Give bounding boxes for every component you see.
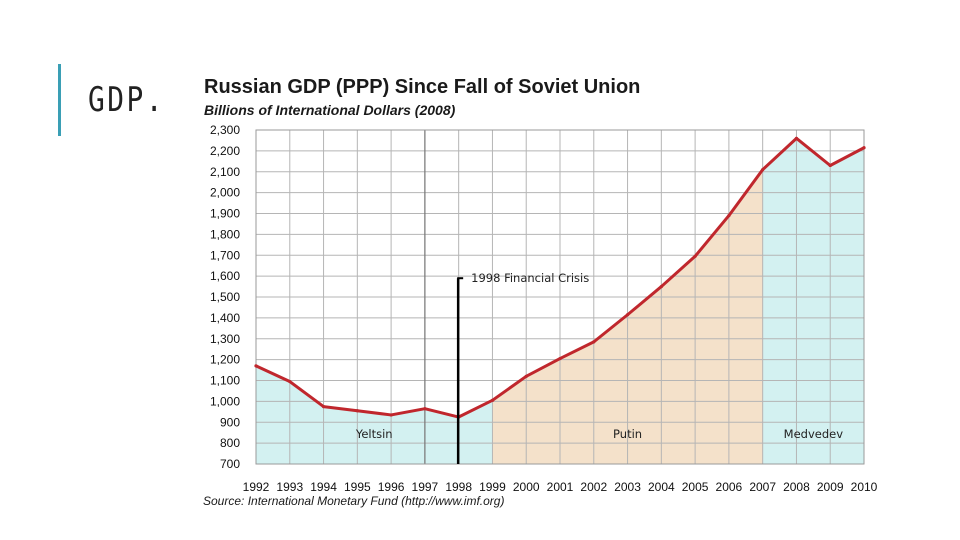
y-tick-label: 2,200 — [210, 144, 240, 158]
y-tick-label: 1,900 — [210, 207, 240, 221]
data-point — [592, 340, 596, 344]
y-tick-label: 900 — [220, 415, 240, 429]
y-tick-label: 1,700 — [210, 248, 240, 262]
y-tick-label: 1,300 — [210, 332, 240, 346]
x-tick-label: 2008 — [783, 480, 810, 494]
y-tick-label: 2,000 — [210, 186, 240, 200]
plot-border — [255, 129, 865, 465]
data-point — [288, 379, 292, 384]
y-tick-label: 2,100 — [210, 165, 240, 179]
data-point — [693, 254, 697, 258]
period-area-2 — [762, 138, 864, 464]
slide-title: GDP. — [88, 80, 165, 120]
y-tick-label: 1,200 — [210, 353, 240, 367]
chart-source: Source: International Monetary Fund (htt… — [203, 494, 505, 508]
y-tick-label: 1,400 — [210, 311, 240, 325]
x-tick-label: 2007 — [749, 480, 776, 494]
accent-bar — [58, 64, 61, 136]
y-tick-label: 700 — [220, 457, 240, 471]
y-tick-label: 1,600 — [210, 269, 240, 283]
data-point — [828, 163, 832, 168]
x-tick-label: 2000 — [513, 480, 540, 494]
data-point — [321, 404, 326, 409]
period-label-putin: Putin — [613, 427, 642, 441]
chart-title: Russian GDP (PPP) Since Fall of Soviet U… — [204, 76, 641, 98]
y-tick-label: 1,800 — [210, 227, 240, 241]
period-label-yeltsin: Yeltsin — [355, 427, 393, 441]
data-point — [794, 136, 799, 140]
x-tick-label: 1996 — [378, 480, 405, 494]
x-tick-label: 1993 — [276, 480, 303, 494]
data-point — [389, 413, 393, 417]
data-point — [659, 284, 663, 289]
x-tick-label: 2005 — [682, 480, 709, 494]
data-point — [423, 407, 427, 411]
data-point — [727, 213, 731, 218]
y-tick-label: 800 — [220, 436, 240, 450]
data-point — [558, 356, 562, 361]
data-point — [862, 146, 866, 150]
x-tick-label: 2006 — [716, 480, 743, 494]
x-tick-label: 1995 — [344, 480, 371, 494]
data-point — [761, 168, 765, 172]
x-tick-label: 2010 — [851, 480, 878, 494]
chart-subtitle: Billions of International Dollars (2008) — [204, 102, 456, 118]
y-tick-label: 2,300 — [210, 123, 240, 137]
x-tick-label: 2001 — [547, 480, 574, 494]
x-tick-label: 1994 — [310, 480, 337, 494]
data-point — [355, 409, 359, 413]
period-area-0 — [256, 365, 493, 464]
y-tick-label: 1,500 — [210, 290, 240, 304]
data-point — [254, 364, 258, 368]
data-point — [524, 374, 528, 378]
x-tick-label: 2003 — [614, 480, 641, 494]
x-tick-label: 2004 — [648, 480, 675, 494]
data-point — [490, 398, 495, 402]
x-tick-label: 2002 — [580, 480, 607, 494]
data-point — [625, 313, 630, 317]
x-tick-label: 1997 — [412, 480, 439, 494]
x-tick-label: 1992 — [243, 480, 270, 494]
x-tick-label: 2009 — [817, 480, 844, 494]
y-tick-label: 1,000 — [210, 394, 240, 408]
y-tick-label: 1,100 — [210, 374, 240, 388]
x-tick-label: 1999 — [479, 480, 506, 494]
x-tick-label: 1998 — [445, 480, 472, 494]
crisis-annotation-label: 1998 Financial Crisis — [471, 271, 589, 285]
period-label-medvedev: Medvedev — [784, 427, 844, 441]
